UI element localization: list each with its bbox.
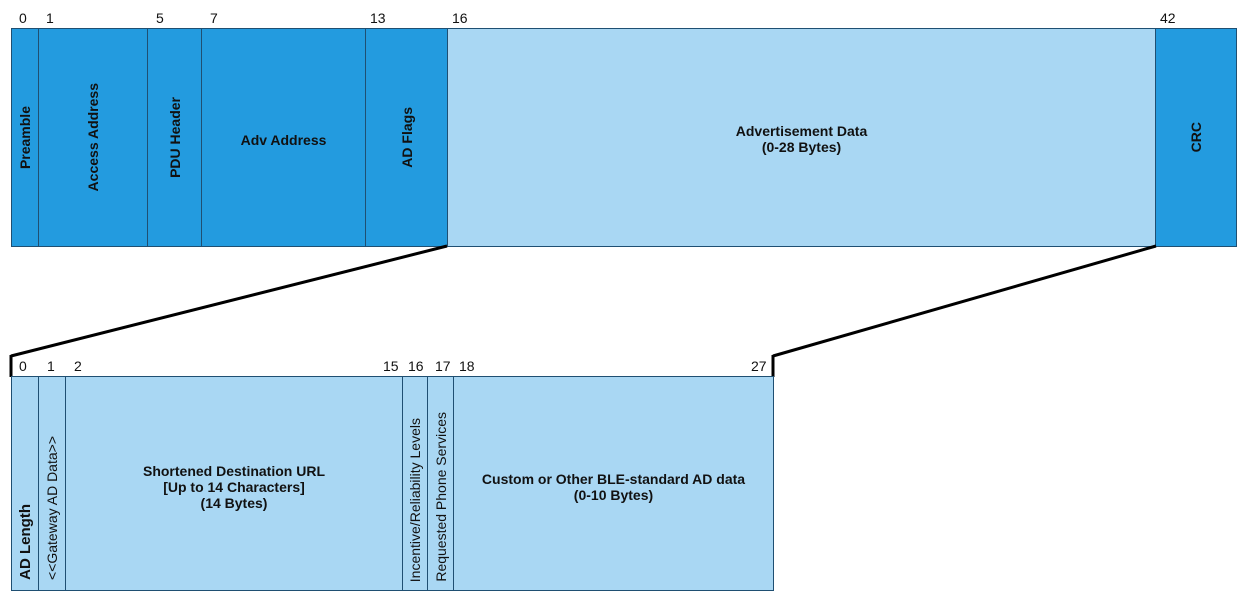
field-gateway-ad-data: <<Gateway AD Data>> [38,376,66,591]
field-incentive-reliability-levels: Incentive/Reliability Levels [402,376,428,591]
top-index-16: 16 [452,10,468,26]
field-gateway-ad-data-label: <<Gateway AD Data>> [44,436,60,580]
top-index-5: 5 [156,10,164,26]
field-custom-ble-ad-data: Custom or Other BLE-standard AD data (0-… [453,376,774,591]
bottom-index-2: 2 [74,358,82,374]
field-access-address: Access Address [38,28,148,247]
field-crc: CRC [1155,28,1237,247]
field-advertisement-data: Advertisement Data (0-28 Bytes) [447,28,1156,247]
top-index-1: 1 [46,10,54,26]
bottom-index-17: 17 [435,358,451,374]
field-advertisement-data-label: Advertisement Data (0-28 Bytes) [735,123,868,155]
bottom-index-1: 1 [47,358,55,374]
top-index-7: 7 [210,10,218,26]
bottom-index-27: 27 [751,358,767,374]
expansion-line-right [772,244,1157,358]
field-requested-phone-services: Requested Phone Services [427,376,454,591]
field-shortened-destination-url-label: Shortened Destination URL [Up to 14 Char… [142,463,325,511]
bottom-index-0: 0 [19,358,27,374]
field-ad-length-label: AD Length [16,504,34,580]
field-incentive-reliability-levels-label: Incentive/Reliability Levels [407,417,423,582]
field-adv-address-label: Adv Address [240,132,327,148]
field-ad-length: AD Length [11,376,39,591]
top-index-13: 13 [370,10,386,26]
bottom-index-15: 15 [383,358,399,374]
field-pdu-header: PDU Header [147,28,202,247]
top-index-0: 0 [19,10,27,26]
bottom-index-18: 18 [459,358,475,374]
field-custom-ble-ad-data-label: Custom or Other BLE-standard AD data (0-… [481,471,746,503]
field-requested-phone-services-label: Requested Phone Services [432,412,449,582]
field-shortened-destination-url: Shortened Destination URL [Up to 14 Char… [65,376,403,591]
bottom-index-16: 16 [408,358,424,374]
top-index-42: 42 [1160,10,1176,26]
expansion-line-left [10,244,448,358]
